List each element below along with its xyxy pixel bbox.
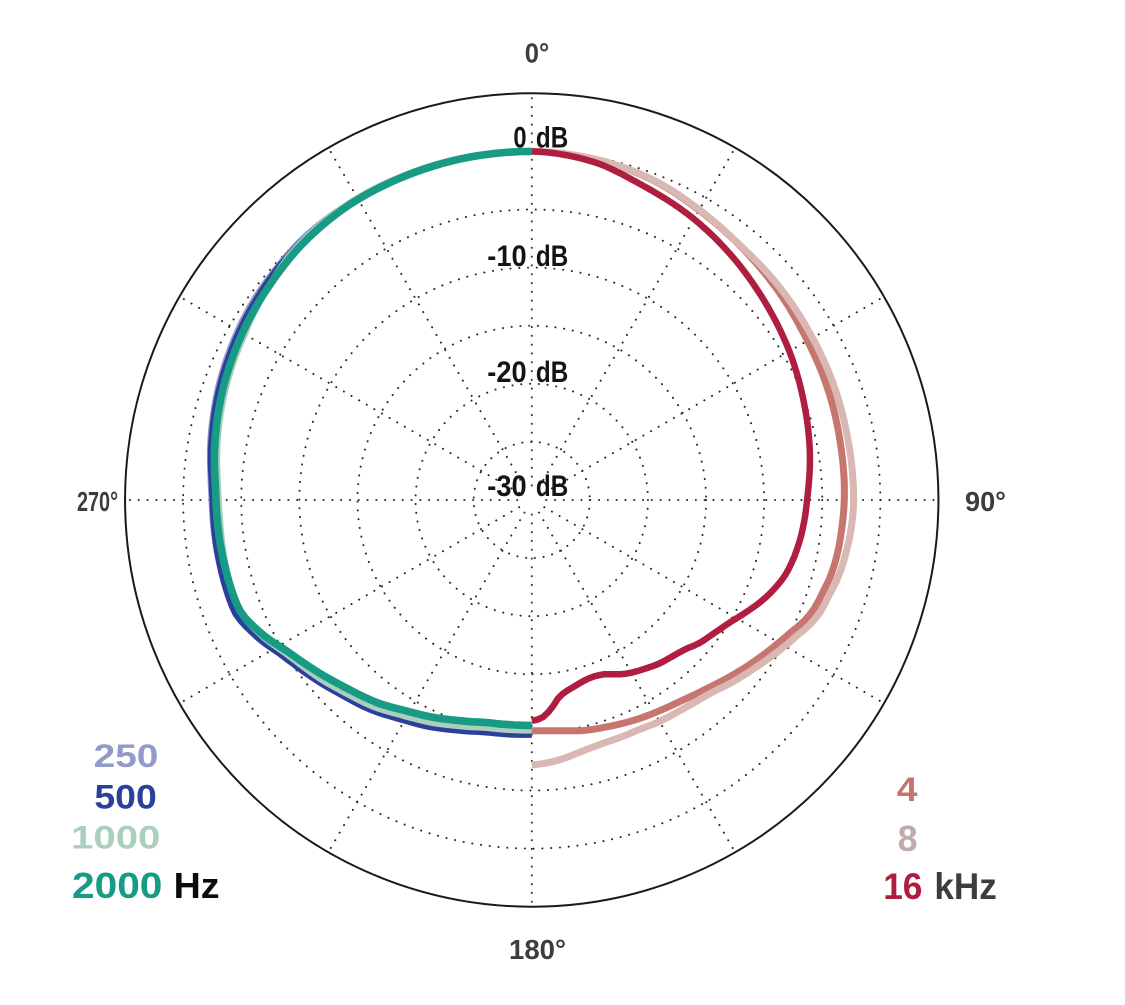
svg-text:0°: 0° [525,38,550,69]
svg-text:-30: -30 [487,470,526,503]
svg-text:270°: 270° [77,486,118,517]
svg-text:8: 8 [898,818,918,859]
svg-text:2000: 2000 [72,865,162,906]
svg-text:Hz: Hz [174,865,220,906]
svg-text:kHz: kHz [934,865,996,907]
svg-text:180°: 180° [509,934,566,965]
svg-text:4: 4 [897,771,918,809]
svg-text:16: 16 [883,865,922,907]
svg-text:500: 500 [94,778,156,816]
svg-text:250: 250 [94,738,159,774]
svg-text:dB: dB [536,470,568,503]
svg-text:dB: dB [536,356,568,389]
svg-text:0: 0 [513,121,526,154]
svg-text:dB: dB [536,240,568,273]
svg-text:90°: 90° [965,486,1006,517]
svg-text:-20: -20 [487,356,526,389]
svg-text:1000: 1000 [71,819,160,855]
svg-text:-10: -10 [487,240,526,273]
svg-text:dB: dB [536,121,568,154]
